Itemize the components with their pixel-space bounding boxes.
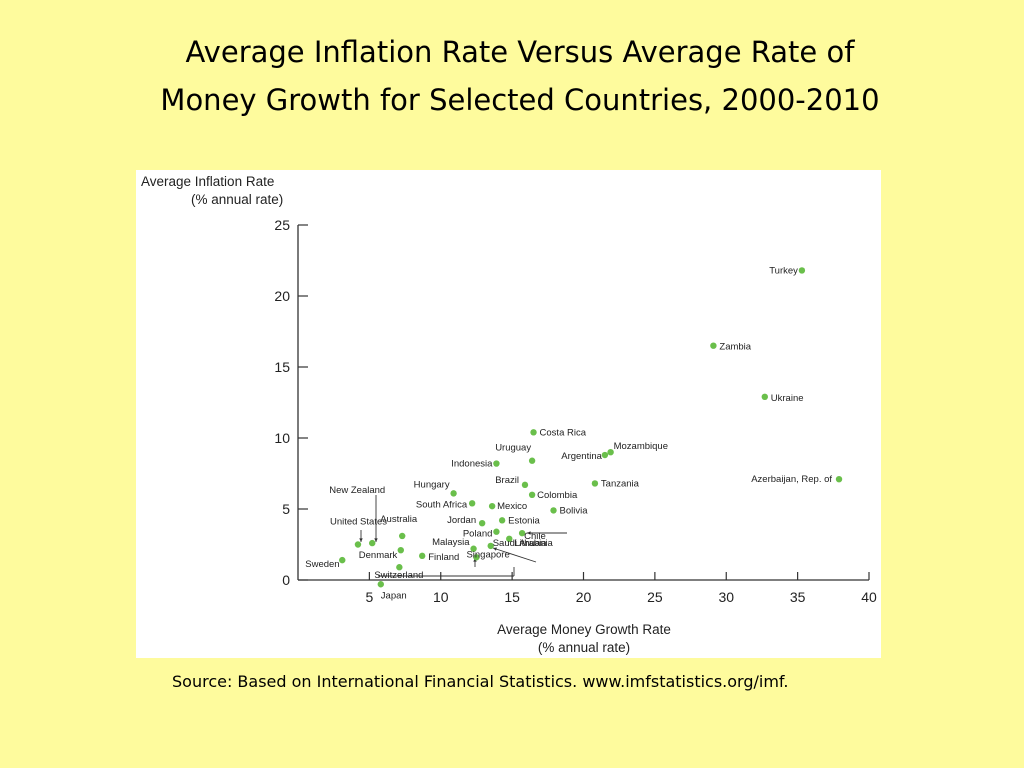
x-tick-label: 15: [504, 589, 520, 605]
point-label-tanzania: Tanzania: [601, 478, 640, 489]
point-label-bolivia: Bolivia: [560, 505, 589, 516]
axes: 5 10 15 20 25 30 35 40 0 5 10 15 20 25: [274, 217, 877, 605]
point-azerbaijan-rep-of: [835, 475, 843, 483]
point-label-mozambique: Mozambique: [614, 441, 668, 452]
point-label-argentina: Argentina: [561, 451, 602, 462]
point-lithuania: [506, 535, 513, 543]
scatter-chart: Average Inflation Rate (% annual rate) A…: [141, 174, 877, 655]
point-indonesia: [493, 460, 500, 467]
y-tick-label: 15: [274, 359, 290, 375]
point-estonia: [498, 517, 506, 524]
point-malaysia: [470, 545, 477, 552]
point-labels: Turkey Zambia Ukraine Azerbaijan, Rep. of Co…: [305, 265, 832, 601]
slide-title-line-1: Average Inflation Rate Versus Average Ra…: [185, 35, 855, 69]
y-tick-label: 0: [282, 572, 290, 588]
point-japan: [377, 581, 384, 588]
point-label-ukraine: Ukraine: [771, 393, 804, 404]
point-label-sweden: Sweden: [305, 559, 339, 570]
point-label-colombia: Colombia: [537, 490, 578, 501]
point-zambia: [710, 342, 717, 349]
leader-arrow-saudi-arabia: [493, 547, 497, 551]
leader-arrow-chile: [527, 531, 531, 535]
point-label-hungary: Hungary: [414, 479, 450, 490]
leader-arrow-united-states: [359, 538, 363, 542]
point-mexico: [488, 502, 496, 510]
x-axis-label-line-2: (% annual rate): [538, 640, 630, 655]
point-argentina: [601, 451, 609, 459]
point-label-saudi-arabia: Saudi Arabia: [493, 538, 548, 549]
point-label-japan: Japan: [381, 590, 407, 601]
point-switzerland: [396, 564, 403, 571]
point-united-states: [354, 541, 362, 548]
slide-title: Average Inflation Rate Versus Average Ra…: [0, 28, 1024, 124]
point-mozambique: [607, 449, 614, 456]
chart-panel: Average Inflation Rate (% annual rate) A…: [136, 170, 881, 658]
point-label-malaysia: Malaysia: [432, 537, 470, 548]
point-label-uruguay: Uruguay: [495, 443, 531, 454]
data-points: [339, 267, 843, 588]
point-singapore: [473, 554, 480, 561]
x-tick-label: 10: [433, 589, 449, 605]
point-label-finland: Finland: [428, 552, 459, 563]
point-label-switzerland: Switzerland: [374, 570, 423, 581]
point-finland: [418, 552, 426, 560]
point-hungary: [450, 490, 457, 497]
y-axis-label-line-2: (% annual rate): [191, 192, 283, 207]
point-bolivia: [550, 507, 557, 514]
point-australia: [399, 532, 406, 540]
point-label-indonesia: Indonesia: [451, 459, 493, 470]
x-tick-label: 40: [861, 589, 877, 605]
point-label-new-zealand: New Zealand: [329, 485, 385, 496]
point-sweden: [339, 556, 346, 564]
point-label-singapore: Singapore: [466, 549, 509, 560]
point-label-zambia: Zambia: [719, 342, 751, 353]
point-denmark: [397, 546, 404, 554]
x-tick-label: 5: [365, 589, 373, 605]
y-tick-label: 20: [274, 288, 290, 304]
point-saudi-arabia: [487, 542, 494, 550]
point-ukraine: [761, 393, 768, 401]
slide-title-line-2: Money Growth for Selected Countries, 200…: [160, 83, 880, 117]
point-label-south-africa: South Africa: [416, 499, 468, 510]
point-costa-rica: [530, 429, 537, 436]
point-label-united-states: United States: [330, 517, 387, 528]
y-tick-label: 25: [274, 217, 290, 233]
point-label-jordan: Jordan: [447, 515, 476, 526]
point-brazil: [521, 481, 529, 489]
x-tick-label: 20: [576, 589, 592, 605]
point-poland: [493, 528, 500, 535]
point-label-azerbaijan-rep-of: Azerbaijan, Rep. of: [751, 474, 832, 485]
y-tick-label: 10: [274, 430, 290, 446]
point-label-turkey: Turkey: [769, 265, 798, 276]
point-label-brazil: Brazil: [495, 475, 519, 486]
point-colombia: [528, 491, 536, 498]
point-label-estonia: Estonia: [508, 515, 540, 526]
point-label-australia: Australia: [380, 514, 418, 525]
x-tick-label: 30: [718, 589, 734, 605]
point-south-africa: [468, 500, 476, 507]
point-label-costa-rica: Costa Rica: [540, 427, 587, 438]
point-tanzania: [591, 480, 599, 487]
point-turkey: [798, 267, 806, 274]
point-jordan: [478, 520, 486, 527]
point-chile: [518, 529, 526, 537]
point-label-chile: Chile: [524, 531, 546, 542]
x-tick-label: 35: [790, 589, 806, 605]
point-label-mexico: Mexico: [497, 501, 527, 512]
x-axis-label-line-1: Average Money Growth Rate: [497, 622, 671, 637]
point-label-denmark: Denmark: [359, 550, 398, 561]
x-tick-label: 25: [647, 589, 663, 605]
y-tick-label: 5: [282, 501, 290, 517]
leader-arrow-new-zealand: [374, 538, 378, 542]
point-label-poland: Poland: [463, 529, 493, 540]
y-axis-label-line-1: Average Inflation Rate: [141, 174, 274, 189]
source-note: Source: Based on International Financial…: [172, 672, 789, 691]
point-uruguay: [528, 457, 536, 464]
point-label-lithuania: Lithuania: [514, 538, 553, 549]
point-new-zealand: [369, 539, 376, 547]
leader-line-saudi-arabia: [492, 547, 537, 563]
